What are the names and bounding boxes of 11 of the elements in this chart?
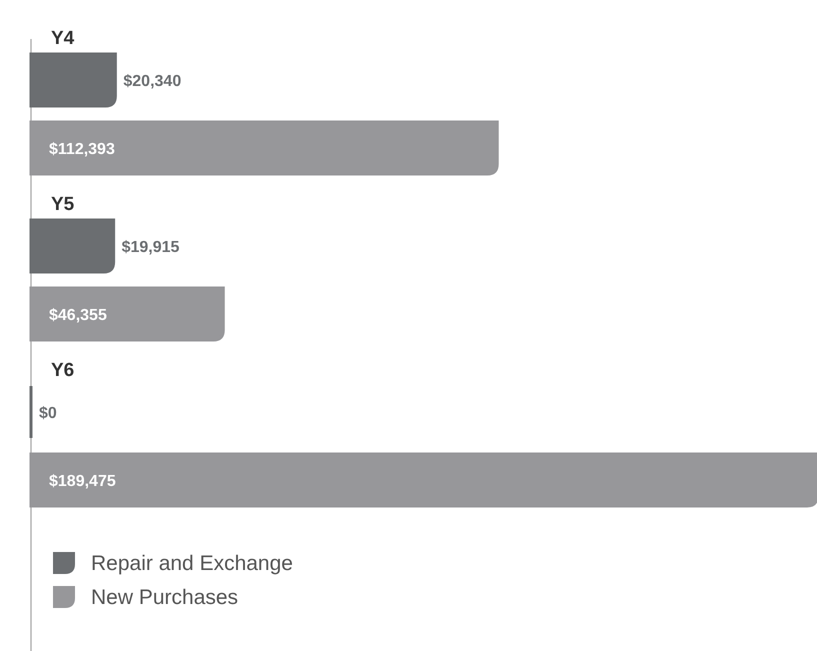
data-label: $0	[39, 405, 57, 422]
y-tick-label: Y6	[51, 360, 74, 381]
y-tick-label: Y4	[51, 28, 75, 49]
legend-label: New Purchases	[91, 586, 238, 609]
legend-label: Repair and Exchange	[91, 552, 293, 575]
y-tick-label: Y5	[51, 194, 75, 215]
data-label: $189,475	[49, 473, 116, 490]
data-label: $112,393	[49, 141, 115, 158]
data-label: $19,915	[122, 239, 180, 256]
data-label: $46,355	[49, 307, 107, 324]
data-label: $20,340	[123, 73, 182, 90]
